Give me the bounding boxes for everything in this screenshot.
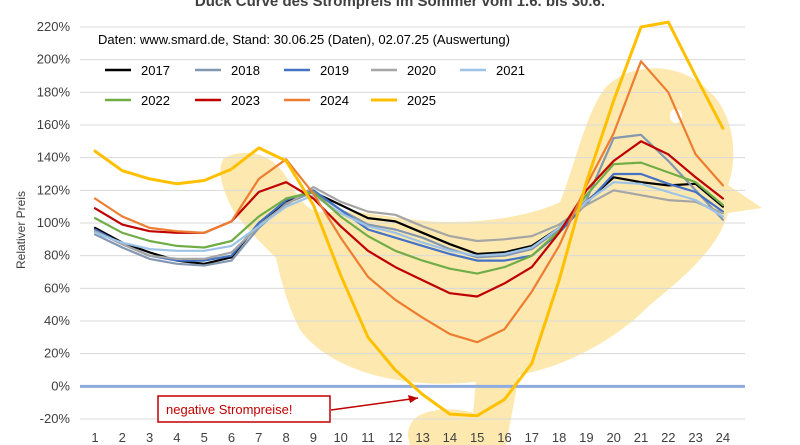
series-line-2025 [93,20,725,418]
y-axis-ticks: -20% 0% 20% 40% 60% 80% 100% 120% 140% 160% 180% 20… [37,19,71,426]
y-tick-label: 0% [51,378,70,393]
x-tick-label: 17 [525,430,539,445]
annotation-arrowhead [408,395,418,403]
x-tick-label: 3 [146,430,153,445]
data-source: Daten: www.smard.de, Stand: 30.06.25 (Da… [98,32,510,47]
legend-label-2022: 2022 [141,93,170,108]
x-tick-label: 16 [497,430,511,445]
y-tick-label: 20% [44,346,70,361]
y-tick-label: 220% [37,19,71,34]
x-tick-label: 8 [282,430,289,445]
series-line-2024 [93,60,725,344]
y-tick-label: 200% [37,52,71,67]
x-tick-label: 13 [415,430,429,445]
x-tick-label: 4 [173,430,180,445]
y-axis-label: Relativer Preis [14,191,28,269]
series-line-2020 [93,186,725,260]
legend-label-2018: 2018 [231,63,260,78]
x-tick-label: 22 [661,430,675,445]
x-tick-label: 1 [91,430,98,445]
series-line-2019 [93,172,725,262]
duck-foot [408,409,490,445]
legend-label-2017: 2017 [141,63,170,78]
y-tick-label: 100% [37,215,71,230]
y-tick-label: 120% [37,182,71,197]
series-lines [93,20,725,418]
legend-label-2020: 2020 [407,63,436,78]
legend-label-2025: 2025 [407,93,436,108]
x-tick-label: 10 [333,430,347,445]
y-gridlines [80,26,745,420]
series-line-2018 [93,133,725,267]
chart-title: Duck Curve des Strompreis im Sommer vom … [195,0,605,10]
x-tick-label: 5 [201,430,208,445]
legend-label-2021: 2021 [496,63,525,78]
x-tick-label: 23 [688,430,702,445]
y-tick-label: 160% [37,117,71,132]
x-tick-label: 11 [361,430,375,445]
y-tick-label: 60% [44,280,70,295]
duck-eye [670,109,682,123]
x-axis-ticks: 1 2 3 4 5 6 7 8 9 10 11 12 13 14 15 16 17 18 19 20 21 22 23 24 [91,430,730,445]
y-tick-label: 180% [37,84,71,99]
legend-label-2024: 2024 [320,93,349,108]
y-tick-label: 40% [44,313,70,328]
x-tick-label: 20 [606,430,620,445]
x-tick-label: 2 [119,430,126,445]
x-tick-label: 14 [443,430,457,445]
x-tick-label: 18 [552,430,566,445]
x-tick-label: 24 [716,430,730,445]
x-tick-label: 12 [388,430,402,445]
duck-silhouette [220,68,763,445]
annotation-text: negative Strompreise! [166,402,292,417]
x-tick-label: 7 [255,430,262,445]
annotation-arrow [330,397,419,411]
x-tick-label: 19 [579,430,593,445]
series-line-2022 [93,161,725,275]
series-line-2017 [93,176,725,265]
x-tick-label: 9 [310,430,317,445]
x-tick-label: 6 [228,430,235,445]
series-line-2021 [93,181,725,257]
x-tick-label: 15 [470,430,484,445]
legend-label-2019: 2019 [320,63,349,78]
legend-label-2023: 2023 [231,93,260,108]
y-tick-label: 140% [37,150,71,165]
x-tick-label: 21 [634,430,648,445]
legend: 2017 2018 2019 2020 2021 2022 2023 2024 2025 [105,63,525,108]
y-tick-label: -20% [40,411,71,426]
annotation-box [157,395,331,423]
y-tick-label: 80% [44,248,70,263]
duck-body [220,68,763,384]
